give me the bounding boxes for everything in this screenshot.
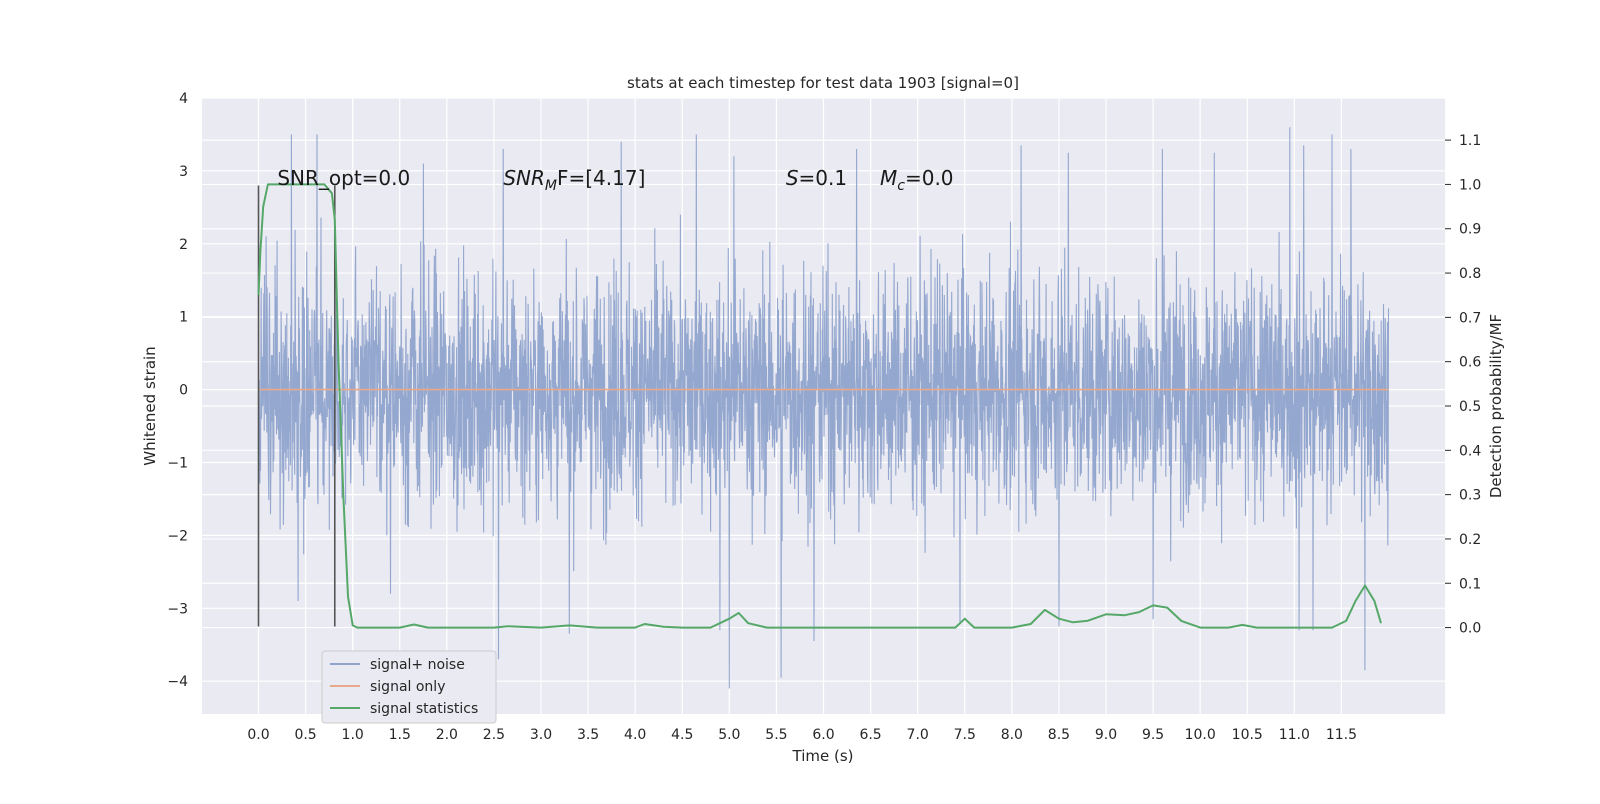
x-tick-16: 8.0 — [1001, 727, 1023, 743]
y-right-tick-4: 0.4 — [1459, 443, 1481, 459]
y-axis-title-right: Detection probability/MF — [1487, 314, 1505, 498]
line-signal-statistics — [257, 183, 1382, 629]
y-right-tick-2: 0.2 — [1459, 532, 1481, 548]
x-tick-19: 9.5 — [1142, 727, 1164, 743]
annotation-snr-mf: SNRMF=[4.17] — [503, 166, 645, 194]
y-left-tick-5: 1 — [179, 310, 188, 326]
y-left-tick-4: 0 — [179, 383, 188, 399]
annotation-mc-val: Mc=0.0 — [880, 166, 954, 194]
x-tick-17: 8.5 — [1048, 727, 1070, 743]
x-tick-14: 7.0 — [907, 727, 929, 743]
x-axis-title: Time (s) — [792, 747, 854, 765]
y-right-tick-6: 0.6 — [1459, 355, 1481, 371]
x-tick-10: 5.0 — [718, 727, 740, 743]
x-tick-7: 3.5 — [577, 727, 599, 743]
y-left-tick-3: −1 — [167, 455, 188, 471]
annotation-snr-opt: SNR_opt=0.0 — [277, 166, 410, 190]
y-right-tick-11: 1.1 — [1459, 133, 1481, 149]
y-right-tick-5: 0.5 — [1459, 399, 1481, 415]
y-right-tick-3: 0.3 — [1459, 488, 1481, 504]
y-tick-labels-right: 0.0 0.1 0.2 0.3 0.4 0.5 0.6 0.7 0.8 0.9 1.0 1.1 — [1445, 133, 1481, 637]
legend-label-signal-statistics: signal statistics — [370, 701, 478, 717]
y-left-tick-7: 3 — [179, 164, 188, 180]
legend: signal+ noise signal only signal statist… — [321, 650, 497, 724]
vertical-markers — [257, 185, 336, 627]
annotation-s-val: S=0.1 — [786, 166, 847, 190]
x-tick-18: 9.0 — [1095, 727, 1117, 743]
y-left-tick-6: 2 — [179, 237, 188, 253]
y-right-tick-1: 0.1 — [1459, 576, 1481, 592]
x-tick-0: 0.0 — [247, 727, 269, 743]
y-axis-title-left: Whitened strain — [141, 346, 159, 465]
y-right-tick-9: 0.9 — [1459, 222, 1481, 238]
x-tick-9: 4.5 — [671, 727, 693, 743]
y-right-tick-7: 0.7 — [1459, 310, 1481, 326]
y-left-tick-8: 4 — [179, 91, 188, 107]
x-tick-12: 6.0 — [812, 727, 834, 743]
y-left-tick-0: −4 — [167, 674, 188, 690]
chart-title: stats at each timestep for test data 190… — [627, 74, 1019, 92]
x-tick-20: 10.0 — [1185, 727, 1216, 743]
x-tick-21: 10.5 — [1232, 727, 1263, 743]
line-signal-plus-noise — [257, 127, 1390, 689]
x-tick-4: 2.0 — [436, 727, 458, 743]
x-tick-6: 3.0 — [530, 727, 552, 743]
x-tick-23: 11.5 — [1326, 727, 1357, 743]
y-right-tick-0: 0.0 — [1459, 621, 1481, 637]
x-tick-8: 4.0 — [624, 727, 646, 743]
legend-label-signal-only: signal only — [370, 679, 445, 695]
x-tick-1: 0.5 — [294, 727, 316, 743]
x-tick-11: 5.5 — [765, 727, 787, 743]
y-right-tick-10: 1.0 — [1459, 177, 1481, 193]
y-tick-labels-left: −4 −3 −2 −1 0 1 2 3 4 — [167, 91, 188, 690]
y-right-tick-8: 0.8 — [1459, 266, 1481, 282]
x-tick-13: 6.5 — [859, 727, 881, 743]
annotations: SNR_opt=0.0 SNRMF=[4.17] S=0.1 Mc=0.0 — [277, 166, 953, 194]
y-left-tick-2: −2 — [167, 528, 188, 544]
x-tick-22: 11.0 — [1279, 727, 1310, 743]
legend-label-signal-plus-noise: signal+ noise — [370, 657, 465, 673]
series-signal-plus-noise — [257, 127, 1390, 689]
x-tick-5: 2.5 — [483, 727, 505, 743]
y-left-tick-1: −3 — [167, 601, 188, 617]
legend-box — [321, 650, 497, 724]
x-tick-3: 1.5 — [389, 727, 411, 743]
x-tick-2: 1.0 — [342, 727, 364, 743]
x-tick-15: 7.5 — [954, 727, 976, 743]
x-tick-labels: 0.0 0.5 1.0 1.5 2.0 2.5 3.0 3.5 4.0 4.5 5.0 5.5 6.0 6… — [247, 727, 1357, 743]
series-signal-statistics — [257, 183, 1382, 629]
